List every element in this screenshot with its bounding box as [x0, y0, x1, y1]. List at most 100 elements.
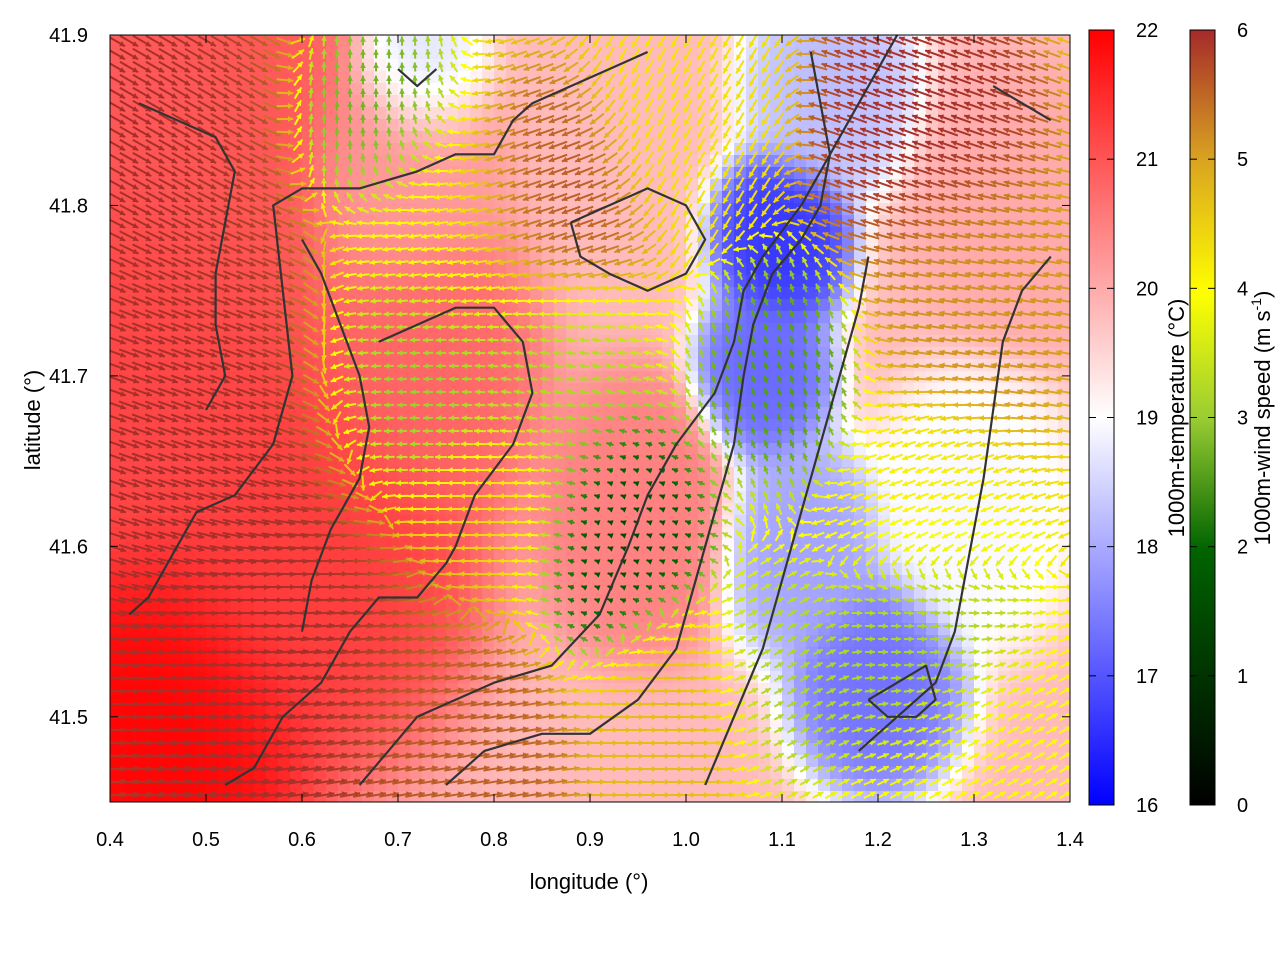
- heat-cell: [302, 83, 315, 96]
- heat-cell: [122, 83, 135, 96]
- heat-cell: [338, 155, 351, 168]
- heat-cell: [494, 491, 507, 504]
- heat-cell: [446, 83, 459, 96]
- heat-cell: [350, 83, 363, 96]
- heat-cell: [374, 59, 387, 72]
- heat-cell: [902, 683, 915, 696]
- heat-cell: [926, 371, 939, 384]
- heat-cell: [302, 131, 315, 144]
- heat-cell: [398, 539, 411, 552]
- heat-cell: [602, 131, 615, 144]
- heat-cell: [686, 635, 699, 648]
- heat-cell: [290, 131, 303, 144]
- heat-cell: [446, 491, 459, 504]
- heat-cell: [386, 491, 399, 504]
- heat-cell: [362, 143, 375, 156]
- heat-cell: [590, 491, 603, 504]
- heat-cell: [410, 371, 423, 384]
- heat-cell: [458, 371, 471, 384]
- heat-cell: [602, 539, 615, 552]
- heat-cell: [578, 527, 591, 540]
- heat-cell: [650, 587, 663, 600]
- heat-cell: [566, 131, 579, 144]
- heat-cell: [530, 587, 543, 600]
- heat-cell: [506, 383, 519, 396]
- heat-cell: [494, 131, 507, 144]
- heat-cell: [554, 383, 567, 396]
- heat-cell: [362, 131, 375, 144]
- heat-cell: [662, 683, 675, 696]
- heat-cell: [614, 107, 627, 120]
- heat-cell: [890, 155, 903, 168]
- heat-cell: [662, 695, 675, 708]
- heat-cell: [134, 131, 147, 144]
- heat-cell: [338, 227, 351, 240]
- heat-cell: [482, 587, 495, 600]
- heat-cell: [434, 479, 447, 492]
- heat-cell: [662, 743, 675, 756]
- heat-cell: [626, 683, 639, 696]
- heat-cell: [638, 479, 651, 492]
- heat-cell: [350, 47, 363, 60]
- heat-cell: [338, 59, 351, 72]
- heat-cell: [638, 527, 651, 540]
- heat-cell: [554, 527, 567, 540]
- heat-cell: [350, 107, 363, 120]
- heat-cell: [314, 635, 327, 648]
- heat-cell: [458, 95, 471, 108]
- heat-cell: [494, 119, 507, 132]
- heat-cell: [1046, 131, 1059, 144]
- heat-cell: [962, 647, 975, 660]
- heat-cell: [518, 383, 531, 396]
- heat-cell: [614, 683, 627, 696]
- heat-cell: [218, 83, 231, 96]
- heat-cell: [434, 467, 447, 480]
- heat-cell: [386, 215, 399, 228]
- heat-cell: [278, 131, 291, 144]
- heat-cell: [350, 527, 363, 540]
- heat-cell: [410, 143, 423, 156]
- heat-cell: [686, 167, 699, 180]
- heat-cell: [542, 743, 555, 756]
- heat-cell: [278, 587, 291, 600]
- heat-cell: [806, 131, 819, 144]
- heat-cell: [422, 335, 435, 348]
- heat-cell: [398, 431, 411, 444]
- heat-cell: [554, 431, 567, 444]
- heat-cell: [770, 119, 783, 132]
- heat-cell: [362, 59, 375, 72]
- heat-cell: [566, 119, 579, 132]
- heat-cell: [914, 83, 927, 96]
- heat-cell: [578, 83, 591, 96]
- heat-cell: [470, 323, 483, 336]
- heat-cell: [182, 635, 195, 648]
- heat-cell: [338, 131, 351, 144]
- heat-cell: [326, 107, 339, 120]
- heat-cell: [818, 395, 831, 408]
- heat-cell: [854, 695, 867, 708]
- heat-cell: [470, 107, 483, 120]
- heat-cell: [650, 743, 663, 756]
- heat-cell: [578, 323, 591, 336]
- heat-cell: [374, 35, 387, 48]
- heat-cell: [374, 275, 387, 288]
- heat-cell: [554, 539, 567, 552]
- heat-cell: [710, 419, 723, 432]
- heat-cell: [410, 419, 423, 432]
- heat-cell: [122, 743, 135, 756]
- heat-cell: [350, 95, 363, 108]
- heat-cell: [1046, 107, 1059, 120]
- heat-cell: [590, 155, 603, 168]
- heat-cell: [506, 107, 519, 120]
- heat-cell: [590, 539, 603, 552]
- heat-cell: [1046, 119, 1059, 132]
- heat-cell: [350, 131, 363, 144]
- heat-cell: [338, 71, 351, 84]
- heat-cell: [614, 323, 627, 336]
- heat-cell: [266, 155, 279, 168]
- heat-cell: [974, 635, 987, 648]
- heat-cell: [374, 479, 387, 492]
- heat-cell: [326, 635, 339, 648]
- heat-cell: [698, 131, 711, 144]
